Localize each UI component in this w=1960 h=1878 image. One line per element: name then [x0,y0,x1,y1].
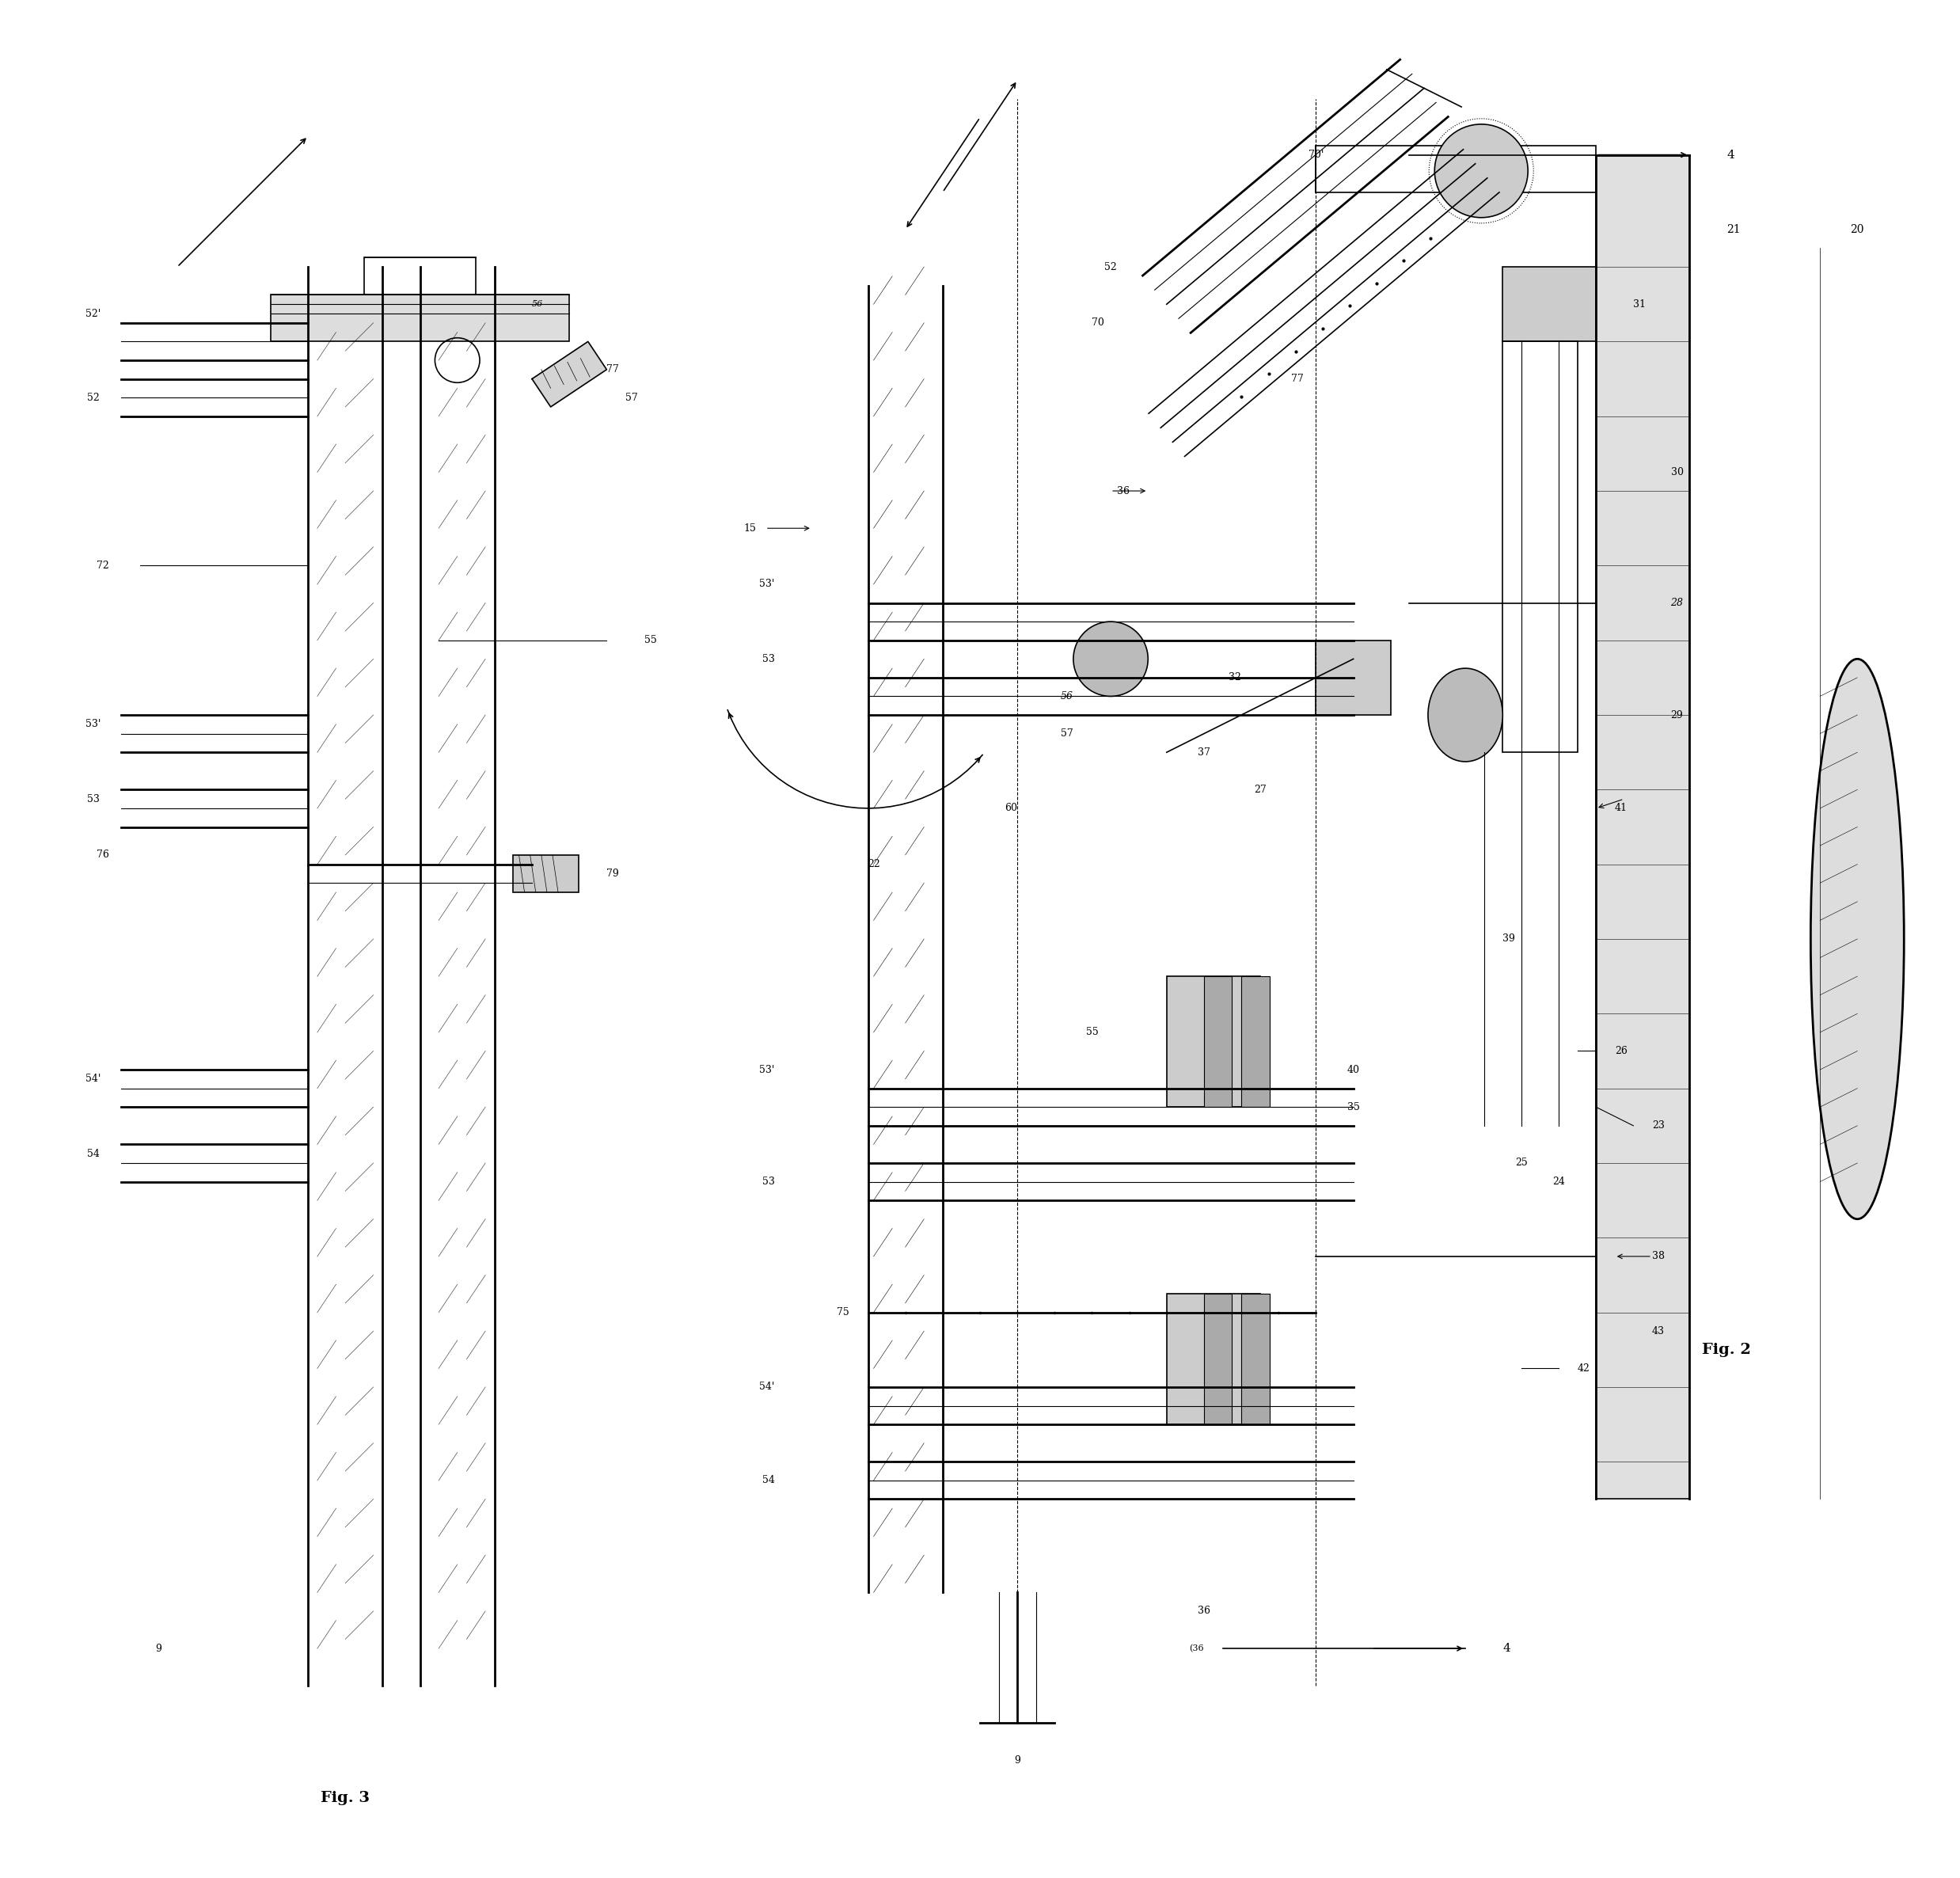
Text: 70': 70' [1309,150,1323,160]
Circle shape [1435,124,1529,218]
Text: 76: 76 [96,851,110,860]
Text: 36: 36 [1117,486,1129,496]
Text: 54': 54' [86,1074,102,1084]
Ellipse shape [1429,669,1503,762]
Text: Fig. 2: Fig. 2 [1701,1343,1750,1358]
Text: 79: 79 [608,868,619,879]
Text: 52: 52 [1103,261,1117,272]
Text: 52: 52 [86,393,100,402]
Text: 37: 37 [1198,747,1209,757]
Text: 40: 40 [1347,1065,1360,1074]
Text: Fig. 3: Fig. 3 [321,1792,370,1805]
Bar [1315,145,1595,192]
Circle shape [1074,622,1149,697]
Text: 56: 56 [1060,691,1074,702]
Text: 27: 27 [1254,785,1266,794]
Ellipse shape [1811,659,1903,1219]
Text: 4: 4 [1727,150,1735,160]
Text: 53': 53' [759,578,774,590]
Text: 26: 26 [1615,1046,1627,1055]
Text: 30: 30 [1670,468,1684,477]
Bar [1203,1294,1233,1424]
Text: 54: 54 [86,1149,100,1159]
Text: 53: 53 [762,654,774,665]
Text: 9: 9 [1013,1756,1021,1765]
Text: 77: 77 [1292,374,1303,383]
Text: 77: 77 [608,364,619,376]
Text: 36: 36 [1198,1606,1211,1617]
Text: 53: 53 [762,1176,774,1187]
Text: (36: (36 [1190,1645,1203,1653]
Text: 15: 15 [743,524,757,533]
Bar [514,854,578,892]
Bar [1166,977,1260,1106]
Bar [1503,342,1578,753]
Text: 57: 57 [625,393,637,402]
Text: 39: 39 [1503,933,1515,945]
Text: 57: 57 [1060,729,1074,738]
Text: 28: 28 [1670,597,1684,608]
Text: 32: 32 [1229,672,1241,684]
Bar [1315,640,1392,716]
Text: 53: 53 [86,794,100,804]
Text: 4: 4 [1503,1643,1511,1655]
Bar [1595,154,1690,1499]
Text: 29: 29 [1670,710,1684,719]
Text: 54: 54 [762,1476,774,1485]
Text: 21: 21 [1727,223,1740,235]
Text: 42: 42 [1578,1363,1590,1373]
Text: 53': 53' [759,1065,774,1074]
Text: 20: 20 [1850,223,1864,235]
Text: 75: 75 [837,1307,849,1318]
Bar [270,295,568,342]
Text: 53': 53' [86,719,102,729]
Bar [1241,977,1270,1106]
Text: 22: 22 [868,858,880,870]
Text: 55: 55 [645,635,657,646]
Text: 35: 35 [1347,1102,1360,1112]
Text: 38: 38 [1652,1251,1664,1262]
Text: 52': 52' [86,308,102,319]
Bar [1203,977,1233,1106]
Text: 25: 25 [1515,1159,1527,1168]
Text: 60: 60 [1005,804,1017,813]
Text: 24: 24 [1552,1176,1564,1187]
Text: 9: 9 [155,1643,163,1655]
Text: 31: 31 [1633,299,1646,310]
Polygon shape [531,342,608,408]
Bar [1241,1294,1270,1424]
Text: 72: 72 [96,560,110,571]
Text: 43: 43 [1652,1326,1664,1337]
Bar [365,257,476,295]
Text: 56: 56 [531,300,543,308]
Text: 70: 70 [1092,317,1105,329]
Bar [1503,267,1595,342]
Text: 54': 54' [759,1382,774,1392]
Bar [1166,1294,1260,1424]
Text: 23: 23 [1652,1121,1664,1131]
Text: 41: 41 [1615,804,1627,813]
Text: 55: 55 [1086,1027,1098,1037]
